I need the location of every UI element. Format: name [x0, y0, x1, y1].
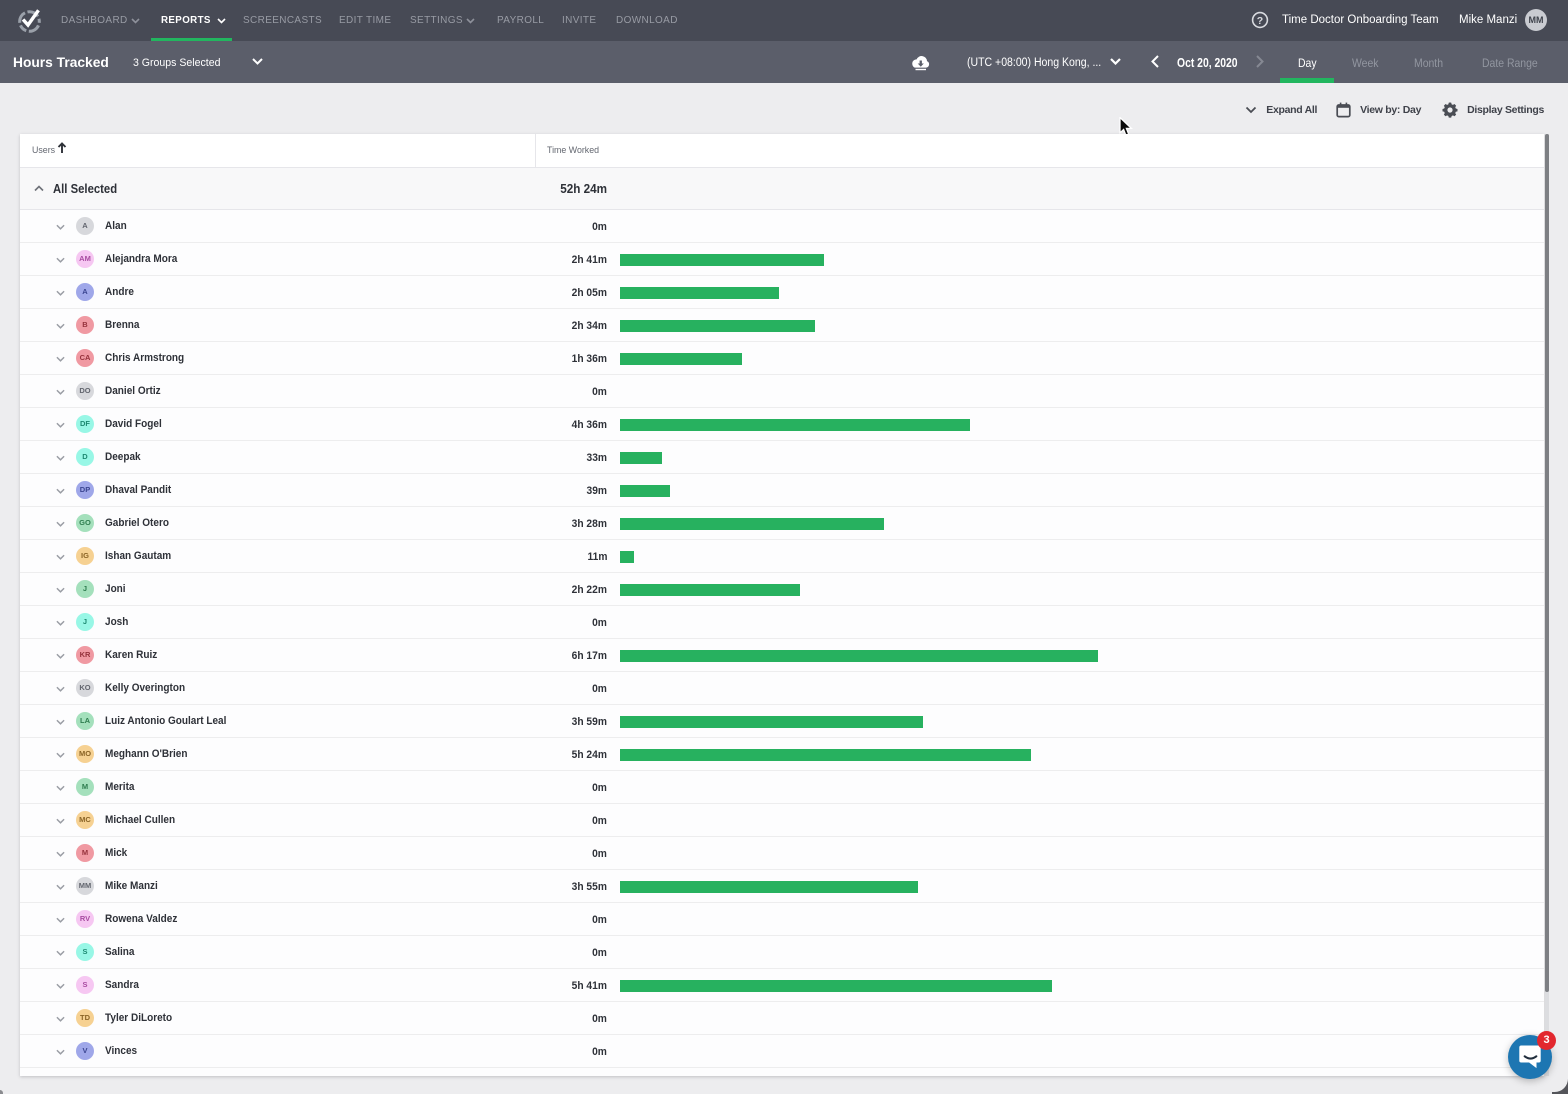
svg-text:?: ?: [1257, 15, 1263, 27]
